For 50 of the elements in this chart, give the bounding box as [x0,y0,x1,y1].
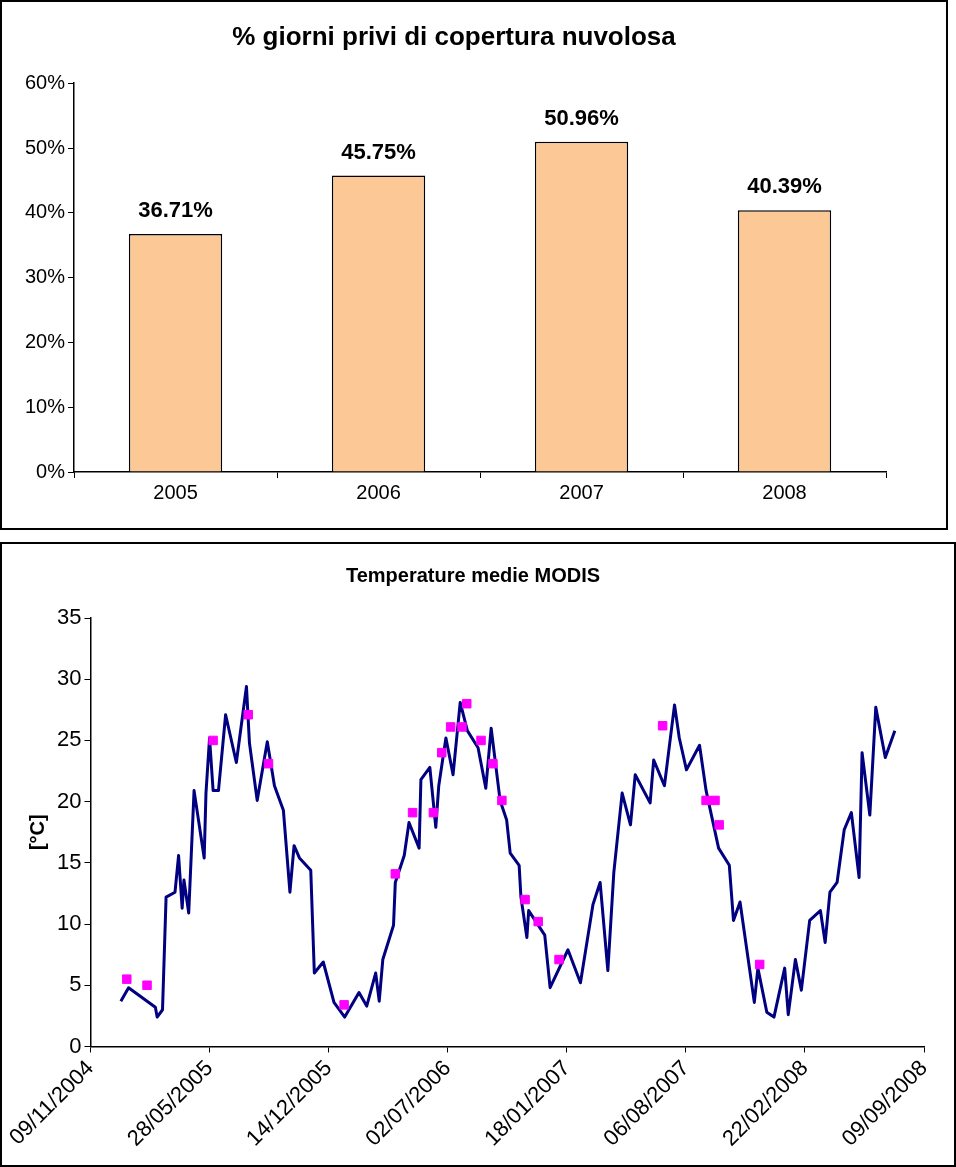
point [263,758,274,769]
x-tick-label: 2007 [559,480,604,503]
point [437,747,447,758]
point [497,795,507,806]
y-tick-label: 20% [25,329,66,352]
point [488,758,498,769]
point [428,807,439,818]
y-tick-label: 20 [56,787,82,813]
x-tick-label: 2006 [356,480,401,503]
chart-title: % giorni privi di copertura nuvolosa [232,20,677,51]
y-tick-label: 25 [56,726,82,752]
y-tick-label: 10 [56,910,82,936]
y-tick-label: 50% [25,135,66,158]
point [339,1000,349,1010]
point [533,916,543,927]
y-tick-label: 15 [56,848,82,874]
point [554,954,564,965]
x-tick-label: 2005 [153,480,198,503]
point [462,698,472,709]
y-tick-label: 30% [25,265,66,288]
point [520,894,530,905]
point [390,869,401,879]
point [457,722,467,732]
point [701,795,711,806]
y-tick-label: 30 [56,665,82,691]
point [407,807,418,818]
y-axis-title: [°C] [25,814,48,851]
data-label: 50.96% [544,104,619,130]
point [710,795,720,806]
y-tick-label: 5 [69,971,82,997]
point [243,709,253,720]
point [476,735,486,746]
y-tick-label: 35 [56,604,82,630]
point [657,720,668,731]
y-tick-label: 10% [25,394,66,417]
y-tick-label: 60% [25,70,66,93]
point [714,820,724,830]
point [122,974,132,984]
y-tick-label: 0% [36,459,66,482]
point [208,735,218,746]
point [754,959,765,970]
x-tick-label: 2008 [762,480,807,503]
point [142,980,152,991]
chart-title: Temperature medie MODIS [345,563,601,586]
data-label: 36.71% [138,197,213,223]
y-tick-label: 40% [25,200,66,223]
y-tick-label: 0 [69,1032,82,1058]
point [445,722,456,732]
data-label: 40.39% [747,173,822,199]
data-label: 45.75% [341,138,416,164]
